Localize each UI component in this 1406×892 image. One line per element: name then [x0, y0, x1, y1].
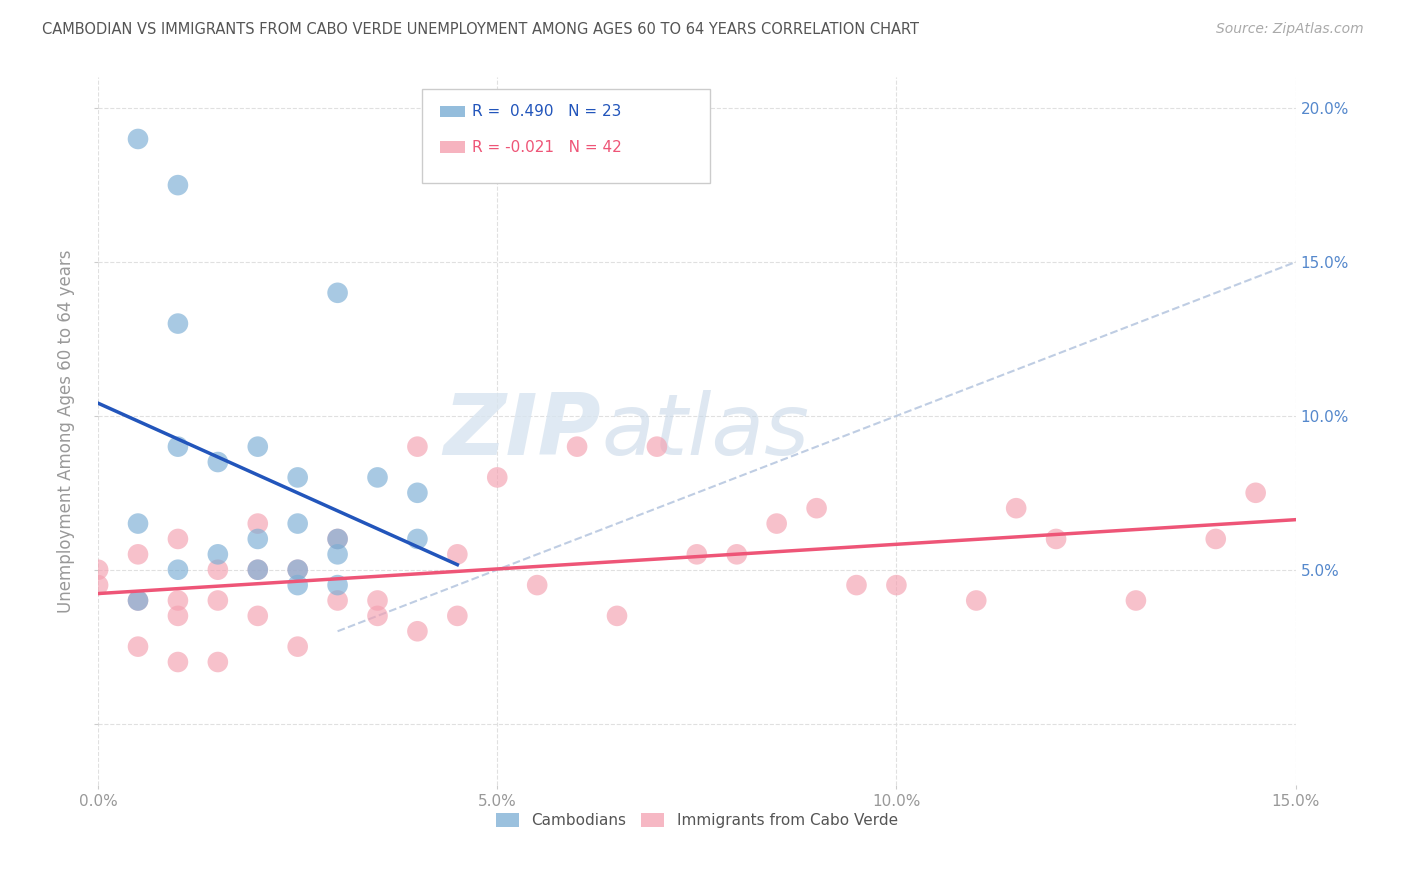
Point — [287, 578, 309, 592]
Point — [326, 285, 349, 300]
Point — [127, 516, 149, 531]
Point — [246, 516, 269, 531]
Point — [167, 178, 190, 193]
Point — [406, 485, 429, 500]
Point — [127, 593, 149, 607]
Point — [287, 563, 309, 577]
Point — [1125, 593, 1147, 607]
Point — [127, 593, 149, 607]
Point — [446, 547, 468, 561]
Point — [167, 532, 190, 546]
Point — [127, 547, 149, 561]
Text: Source: ZipAtlas.com: Source: ZipAtlas.com — [1216, 22, 1364, 37]
Point — [87, 578, 110, 592]
Text: CAMBODIAN VS IMMIGRANTS FROM CABO VERDE UNEMPLOYMENT AMONG AGES 60 TO 64 YEARS C: CAMBODIAN VS IMMIGRANTS FROM CABO VERDE … — [42, 22, 920, 37]
Point — [486, 470, 509, 484]
Point — [207, 455, 229, 469]
Point — [526, 578, 548, 592]
Point — [127, 640, 149, 654]
Point — [886, 578, 908, 592]
Point — [207, 547, 229, 561]
Point — [686, 547, 709, 561]
Point — [246, 563, 269, 577]
Point — [207, 563, 229, 577]
Text: atlas: atlas — [600, 390, 808, 473]
Point — [127, 132, 149, 146]
Point — [965, 593, 987, 607]
Point — [87, 563, 110, 577]
Point — [167, 608, 190, 623]
Point — [246, 608, 269, 623]
Point — [246, 440, 269, 454]
Point — [326, 593, 349, 607]
Point — [406, 532, 429, 546]
Point — [167, 317, 190, 331]
Point — [366, 470, 388, 484]
Y-axis label: Unemployment Among Ages 60 to 64 years: Unemployment Among Ages 60 to 64 years — [58, 250, 75, 613]
Point — [167, 563, 190, 577]
Point — [366, 608, 388, 623]
Point — [406, 624, 429, 639]
Point — [406, 440, 429, 454]
Point — [565, 440, 588, 454]
Point — [1205, 532, 1227, 546]
Point — [246, 563, 269, 577]
Point — [207, 593, 229, 607]
Point — [765, 516, 787, 531]
Point — [366, 593, 388, 607]
Point — [1005, 501, 1028, 516]
Point — [326, 532, 349, 546]
Point — [207, 655, 229, 669]
Point — [167, 440, 190, 454]
Point — [446, 608, 468, 623]
Point — [167, 655, 190, 669]
Point — [167, 593, 190, 607]
Point — [287, 640, 309, 654]
Point — [287, 470, 309, 484]
Point — [326, 547, 349, 561]
Legend: Cambodians, Immigrants from Cabo Verde: Cambodians, Immigrants from Cabo Verde — [489, 806, 904, 834]
Point — [845, 578, 868, 592]
Point — [326, 532, 349, 546]
Point — [287, 516, 309, 531]
Point — [326, 578, 349, 592]
Point — [606, 608, 628, 623]
Point — [725, 547, 748, 561]
Point — [645, 440, 668, 454]
Text: ZIP: ZIP — [443, 390, 600, 473]
Point — [246, 532, 269, 546]
Point — [287, 563, 309, 577]
Text: R =  0.490   N = 23: R = 0.490 N = 23 — [472, 104, 621, 119]
Point — [1244, 485, 1267, 500]
Point — [806, 501, 828, 516]
Point — [1045, 532, 1067, 546]
Text: R = -0.021   N = 42: R = -0.021 N = 42 — [472, 140, 623, 154]
